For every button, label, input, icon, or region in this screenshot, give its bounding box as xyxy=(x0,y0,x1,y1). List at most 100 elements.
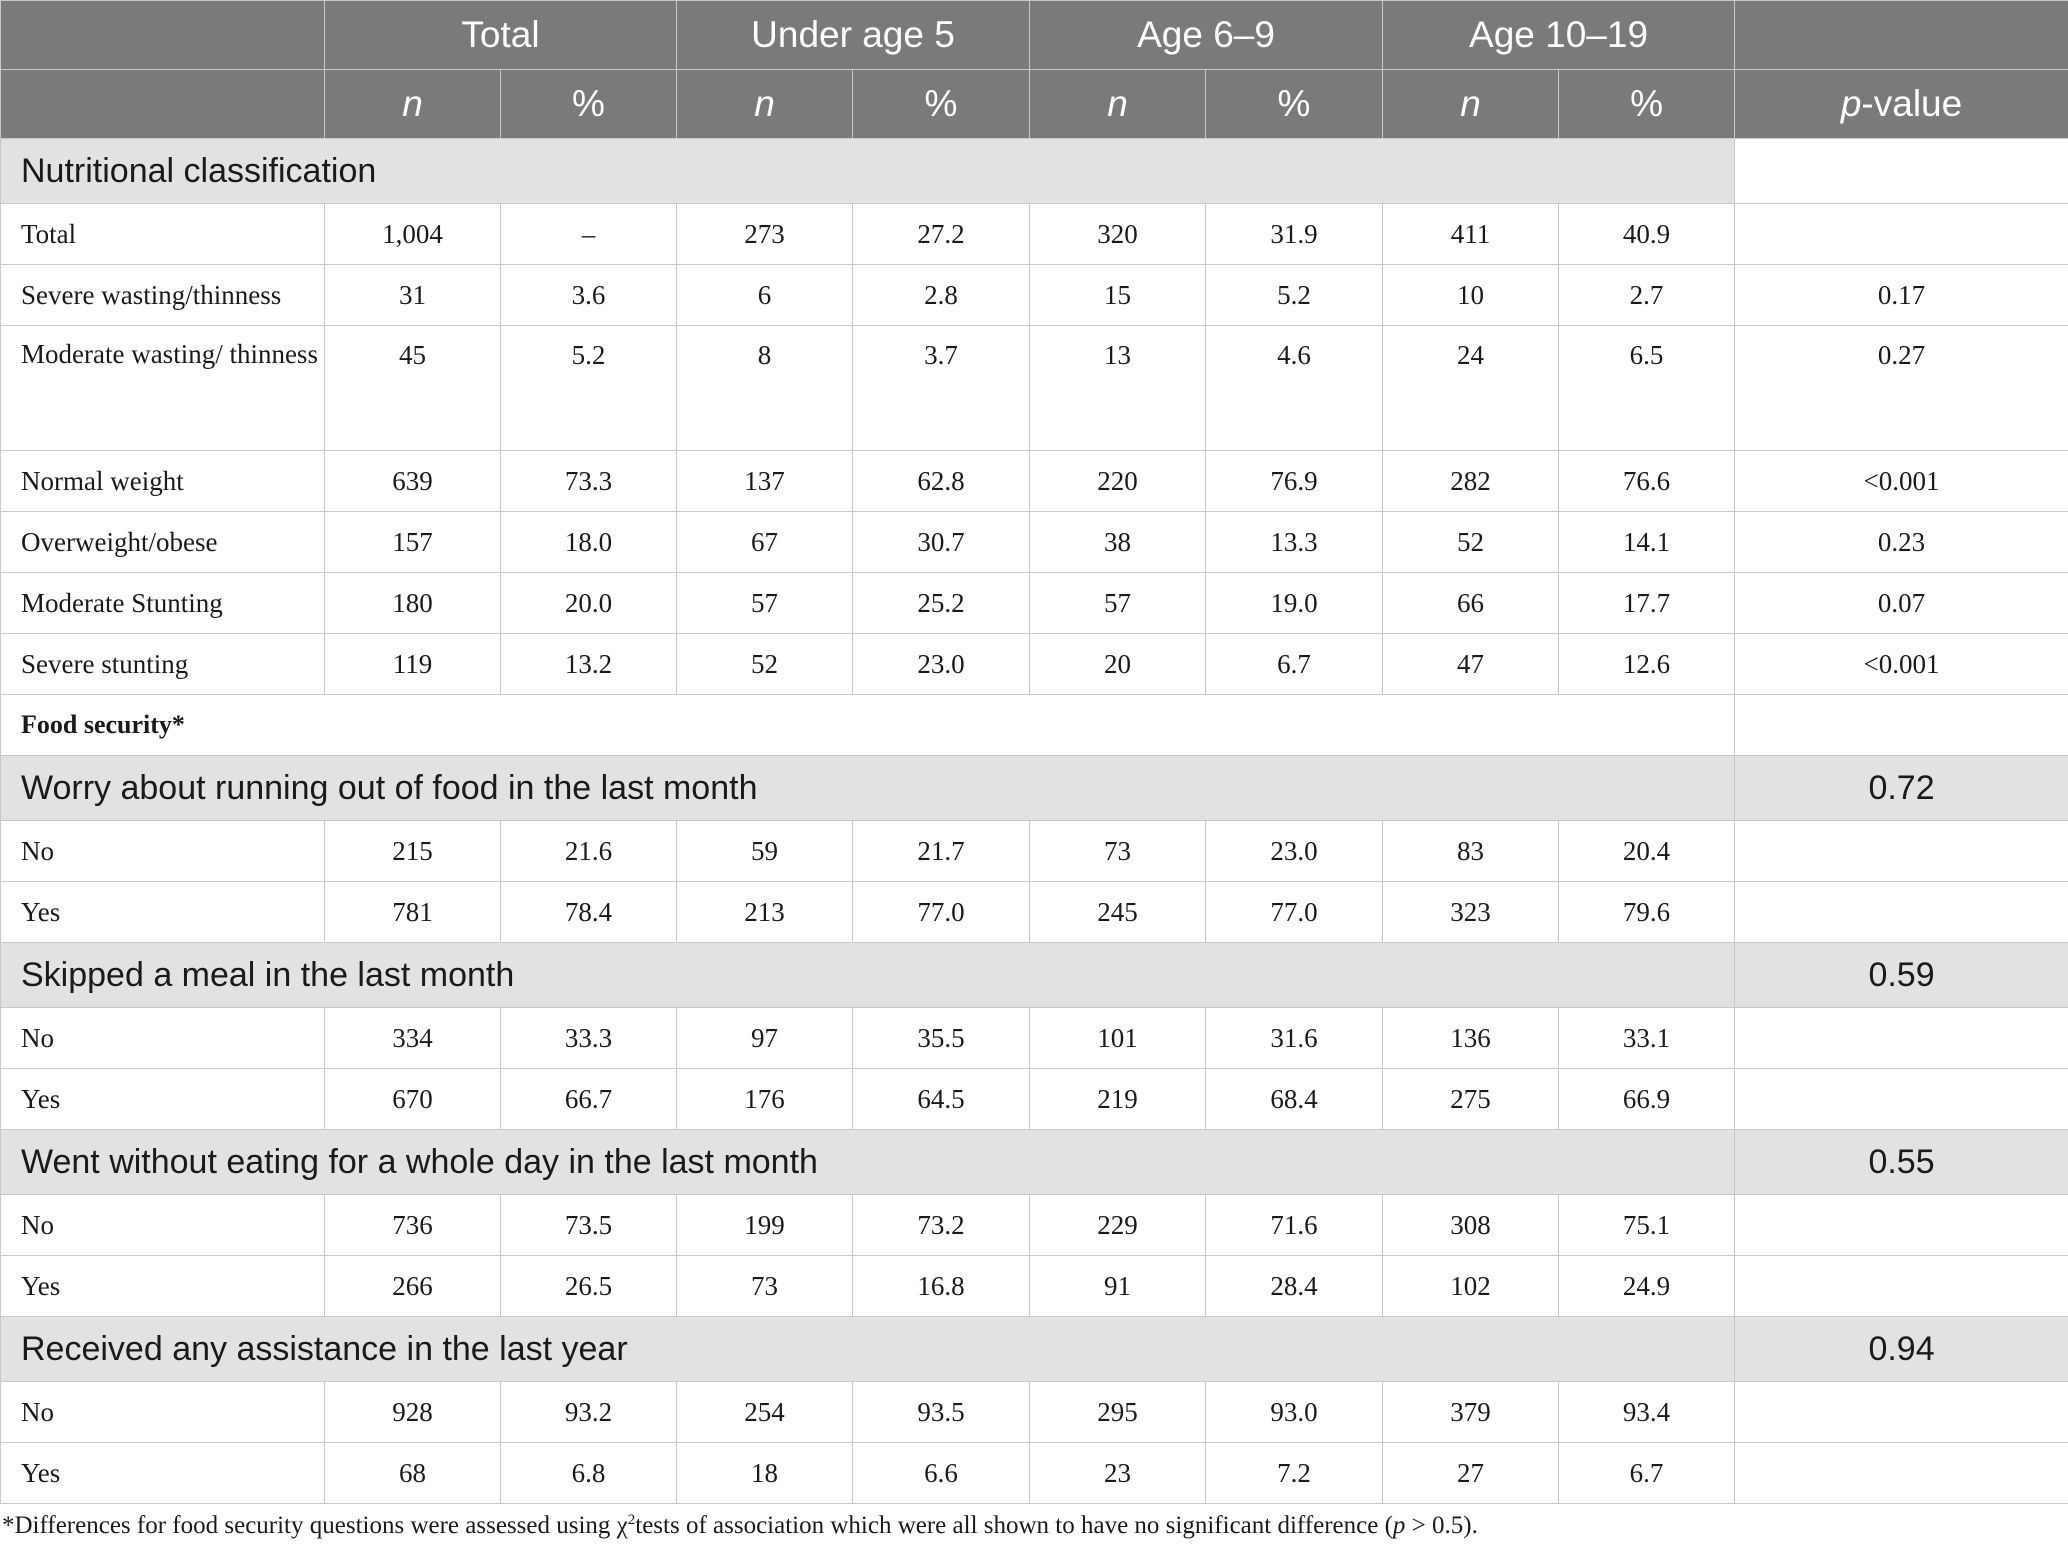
cell-percent: 20.4 xyxy=(1558,820,1736,882)
row-label: Severe stunting xyxy=(0,633,325,695)
cell-percent: 33.3 xyxy=(500,1007,677,1069)
cell-p-value xyxy=(1734,820,2068,882)
cell-percent: 33.1 xyxy=(1558,1007,1736,1069)
footnote-text: tests of association which were all show… xyxy=(635,1512,1393,1539)
cell-n: 119 xyxy=(324,633,501,695)
cell-n: 52 xyxy=(1382,511,1560,573)
cell-n: 57 xyxy=(1029,572,1206,634)
cell-n: 639 xyxy=(324,450,501,512)
section-row: Received any assistance in the last year… xyxy=(0,1316,2068,1382)
cell-percent: 93.4 xyxy=(1558,1381,1736,1443)
table-row: No 736 73.5 199 73.2 229 71.6 308 75.1 xyxy=(0,1194,2068,1256)
cell-percent: 35.5 xyxy=(852,1007,1030,1069)
cell-n: 66 xyxy=(1382,572,1560,634)
cell-n: 928 xyxy=(324,1381,501,1443)
row-label: Severe wasting/thinness xyxy=(0,264,325,326)
cell-n: 47 xyxy=(1382,633,1560,695)
cell-percent: 2.7 xyxy=(1558,264,1736,326)
cell-n: 334 xyxy=(324,1007,501,1069)
section-p-value: 0.94 xyxy=(1734,1316,2068,1382)
cell-percent: 71.6 xyxy=(1204,1194,1384,1256)
cell-percent: 73.3 xyxy=(500,450,677,512)
table-row: No 334 33.3 97 35.5 101 31.6 136 33.1 xyxy=(0,1007,2068,1069)
cell-percent: 6.5 xyxy=(1558,325,1736,451)
cell-n: 282 xyxy=(1382,450,1560,512)
section-row-nutrition: Nutritional classification xyxy=(0,138,2068,204)
table-row: Yes 670 66.7 176 64.5 219 68.4 275 66.9 xyxy=(0,1068,2068,1130)
header-empty-cell xyxy=(0,69,325,139)
header-p-value: p-value xyxy=(1734,69,2068,139)
section-p-value: 0.55 xyxy=(1734,1129,2068,1195)
cell-percent: 62.8 xyxy=(852,450,1030,512)
cell-n: 27 xyxy=(1382,1442,1560,1504)
results-table: Total Under age 5 Age 6–9 Age 10–19 n % … xyxy=(0,0,2068,1504)
cell-percent: 20.0 xyxy=(500,572,677,634)
cell-p-value: 0.23 xyxy=(1734,511,2068,573)
section-p-value: 0.59 xyxy=(1734,942,2068,1008)
row-label: Yes xyxy=(0,1068,325,1130)
section-row: Worry about running out of food in the l… xyxy=(0,755,2068,821)
row-label: Moderate wasting/ thinness xyxy=(0,325,325,451)
cell-n: 13 xyxy=(1029,325,1206,451)
header-group-total: Total xyxy=(324,0,677,70)
footnote-text: *Differences for food security questions… xyxy=(2,1512,628,1539)
cell-p-value: 0.17 xyxy=(1734,264,2068,326)
section-row: Went without eating for a whole day in t… xyxy=(0,1129,2068,1195)
cell-n: 245 xyxy=(1029,881,1206,943)
row-label: Yes xyxy=(0,1255,325,1317)
cell-percent: 93.2 xyxy=(500,1381,677,1443)
row-label: No xyxy=(0,1007,325,1069)
cell-percent: 26.5 xyxy=(500,1255,677,1317)
cell-percent: 13.3 xyxy=(1204,511,1384,573)
cell-percent: 13.2 xyxy=(500,633,677,695)
row-label: Overweight/obese xyxy=(0,511,325,573)
cell-percent: 40.9 xyxy=(1558,203,1736,265)
cell-percent: 4.6 xyxy=(1204,325,1384,451)
header-n: n xyxy=(324,69,501,139)
cell-n: 57 xyxy=(676,572,853,634)
cell-n: 91 xyxy=(1029,1255,1206,1317)
footnote-superscript: 2 xyxy=(627,1512,636,1528)
header-n: n xyxy=(676,69,853,139)
row-label: Yes xyxy=(0,881,325,943)
cell-n: 199 xyxy=(676,1194,853,1256)
cell-p-value xyxy=(1734,1442,2068,1504)
cell-percent: 31.6 xyxy=(1204,1007,1384,1069)
subheading-food-security: Food security* xyxy=(0,694,1736,756)
cell-percent: 19.0 xyxy=(1204,572,1384,634)
cell-p-value xyxy=(1734,694,2068,756)
cell-percent: 66.9 xyxy=(1558,1068,1736,1130)
cell-n: 97 xyxy=(676,1007,853,1069)
header-percent: % xyxy=(500,69,677,139)
cell-percent: 93.5 xyxy=(852,1381,1030,1443)
cell-p-value xyxy=(1734,203,2068,265)
section-title: Received any assistance in the last year xyxy=(0,1316,1736,1382)
table-row: Moderate Stunting 180 20.0 57 25.2 57 19.0 66 17… xyxy=(0,572,2068,634)
table-row: Severe wasting/thinness 31 3.6 6 2.8 15 5.2 10 2… xyxy=(0,264,2068,326)
cell-n: 45 xyxy=(324,325,501,451)
header-n: n xyxy=(1382,69,1560,139)
header-empty-cell xyxy=(1734,0,2068,70)
cell-n: 320 xyxy=(1029,203,1206,265)
cell-n: 73 xyxy=(676,1255,853,1317)
table-row: Yes 266 26.5 73 16.8 91 28.4 102 24.9 xyxy=(0,1255,2068,1317)
cell-percent: 17.7 xyxy=(1558,572,1736,634)
cell-n: 266 xyxy=(324,1255,501,1317)
cell-percent: 18.0 xyxy=(500,511,677,573)
cell-p-value xyxy=(1734,1068,2068,1130)
cell-n: 781 xyxy=(324,881,501,943)
cell-n: 23 xyxy=(1029,1442,1206,1504)
cell-percent: 79.6 xyxy=(1558,881,1736,943)
table-row: Yes 68 6.8 18 6.6 23 7.2 27 6.7 xyxy=(0,1442,2068,1504)
cell-n: 1,004 xyxy=(324,203,501,265)
section-title: Went without eating for a whole day in t… xyxy=(0,1129,1736,1195)
cell-p-value: 0.07 xyxy=(1734,572,2068,634)
cell-p-value: 0.27 xyxy=(1734,325,2068,451)
row-label: Yes xyxy=(0,1442,325,1504)
cell-n: 215 xyxy=(324,820,501,882)
cell-percent: 77.0 xyxy=(852,881,1030,943)
cell-n: 8 xyxy=(676,325,853,451)
cell-n: 213 xyxy=(676,881,853,943)
cell-percent: 6.6 xyxy=(852,1442,1030,1504)
cell-percent: 93.0 xyxy=(1204,1381,1384,1443)
